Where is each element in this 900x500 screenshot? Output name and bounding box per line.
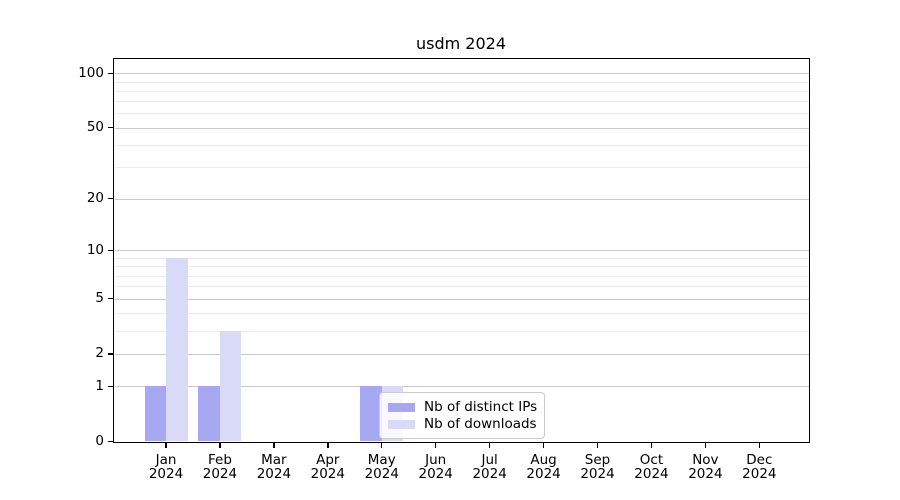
x-tick-label: Jul 2024 bbox=[472, 451, 507, 482]
x-tick-label: Sep 2024 bbox=[580, 451, 615, 482]
x-tick-mark bbox=[435, 443, 437, 448]
legend-item-distinct-ips: Nb of distinct IPs bbox=[388, 398, 538, 415]
y-tick-label: 0 bbox=[95, 433, 104, 449]
x-tick-mark bbox=[758, 443, 761, 448]
y-tick-label: 10 bbox=[86, 241, 104, 258]
x-tick-mark bbox=[273, 443, 275, 448]
x-tick-label: Oct 2024 bbox=[634, 451, 669, 482]
y-tick-label: 2 bbox=[95, 345, 104, 362]
x-tick-label: May 2024 bbox=[364, 451, 399, 482]
x-tick-mark bbox=[219, 443, 221, 448]
x-tick-mark bbox=[381, 443, 383, 448]
x-tick-mark bbox=[165, 443, 167, 448]
x-tick-mark bbox=[650, 443, 653, 448]
plot-area bbox=[113, 58, 810, 443]
y-tick-label: 50 bbox=[86, 119, 104, 136]
x-tick-mark bbox=[489, 443, 491, 448]
legend-swatch-downloads bbox=[388, 420, 415, 429]
chart-title: usdm 2024 bbox=[415, 34, 507, 53]
legend-item-downloads: Nb of downloads bbox=[388, 415, 537, 432]
x-tick-mark bbox=[542, 443, 545, 448]
y-tick-label: 20 bbox=[86, 190, 104, 207]
x-tick-mark bbox=[596, 443, 599, 448]
legend-swatch-distinct-ips bbox=[388, 403, 415, 412]
x-tick-label: Jun 2024 bbox=[418, 451, 453, 482]
legend-label-downloads: Nb of downloads bbox=[424, 415, 537, 432]
x-tick-mark bbox=[704, 443, 707, 448]
x-tick-label: Jan 2024 bbox=[148, 451, 184, 482]
y-tick-label: 1 bbox=[95, 377, 104, 394]
x-tick-label: Mar 2024 bbox=[256, 451, 292, 482]
x-tick-label: Apr 2024 bbox=[310, 451, 345, 482]
x-tick-mark bbox=[327, 443, 329, 448]
x-tick-label: Feb 2024 bbox=[202, 451, 238, 482]
x-tick-label: Aug 2024 bbox=[526, 451, 561, 482]
legend-label-distinct-ips: Nb of distinct IPs bbox=[424, 398, 538, 415]
x-tick-label: Nov 2024 bbox=[688, 451, 723, 482]
x-tick-label: Dec 2024 bbox=[742, 451, 777, 482]
legend: Nb of distinct IPs Nb of downloads bbox=[379, 392, 545, 439]
y-tick-label: 5 bbox=[95, 290, 104, 307]
y-tick-label: 100 bbox=[78, 64, 104, 81]
